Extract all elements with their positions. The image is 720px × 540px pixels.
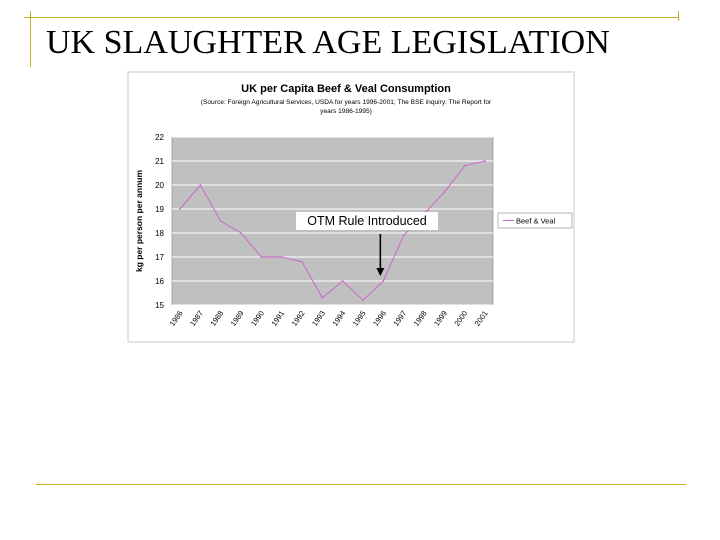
slide-title: UK SLAUGHTER AGE LEGISLATION — [46, 24, 610, 61]
data-point — [463, 165, 466, 167]
data-point — [280, 256, 283, 258]
data-point — [240, 232, 242, 234]
y-tick-label: 22 — [155, 133, 164, 142]
data-point — [321, 297, 324, 299]
chart-title: UK per Capita Beef & Veal Consumption — [241, 83, 451, 95]
data-point — [219, 220, 222, 222]
grid-layer — [172, 136, 493, 306]
data-point — [199, 184, 202, 186]
chart-subtitle-line1: (Source: Foreign Agricultural Services, … — [201, 99, 492, 106]
series-line-beef-veal — [179, 160, 486, 301]
y-tick-labels: 15 16 17 18 19 20 21 22 — [155, 133, 164, 310]
legend-label: Beef & Veal — [516, 217, 556, 226]
data-point — [179, 208, 181, 210]
chart-subtitle-line2: years 1986-1995) — [320, 108, 372, 115]
y-tick-label: 18 — [155, 229, 164, 238]
bottom-rule — [36, 484, 686, 485]
y-tick-label: 19 — [155, 205, 164, 214]
data-point — [382, 280, 385, 282]
data-point — [362, 299, 364, 302]
data-point — [443, 191, 446, 193]
y-axis-label: kg per person per annum — [134, 170, 144, 272]
right-tick-rule — [678, 11, 679, 21]
data-point — [341, 280, 344, 282]
top-rule — [24, 17, 678, 18]
annotation-arrow-head — [376, 268, 385, 276]
y-tick-label: 20 — [155, 181, 164, 190]
annotation-box — [296, 212, 438, 230]
legend: Beef & Veal — [497, 212, 573, 229]
left-rule — [30, 11, 31, 67]
data-point — [484, 160, 486, 162]
annotation-layer: OTM Rule Introduced — [296, 212, 438, 276]
annotation-label: OTM Rule Introduced — [307, 214, 427, 228]
data-point — [260, 256, 263, 258]
legend-box — [497, 212, 573, 229]
data-point — [301, 261, 303, 263]
data-point — [402, 234, 405, 237]
y-tick-label: 21 — [155, 157, 164, 166]
y-tick-label: 17 — [155, 253, 164, 262]
y-tick-label: 16 — [155, 277, 164, 286]
y-tick-label: 15 — [155, 301, 164, 310]
